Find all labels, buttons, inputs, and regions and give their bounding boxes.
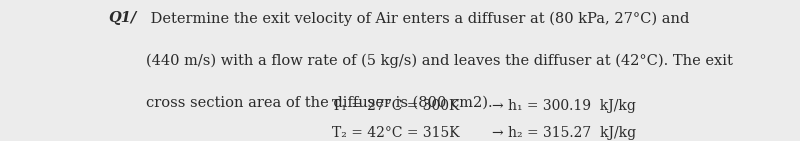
- Text: → h₁ = 300.19  kJ/kg: → h₁ = 300.19 kJ/kg: [492, 99, 636, 113]
- Text: cross section area of the diffuser is (800 cm2).: cross section area of the diffuser is (8…: [146, 96, 492, 110]
- Text: (440 m/s) with a flow rate of (5 kg/s) and leaves the diffuser at (42°C). The ex: (440 m/s) with a flow rate of (5 kg/s) a…: [146, 54, 733, 68]
- Text: Determine the exit velocity of Air enters a diffuser at (80 kPa, 27°C) and: Determine the exit velocity of Air enter…: [146, 11, 689, 26]
- Text: T₁ = 27°C = 300K: T₁ = 27°C = 300K: [332, 99, 459, 113]
- Text: T₂ = 42°C = 315K: T₂ = 42°C = 315K: [332, 126, 460, 140]
- Text: → h₂ = 315.27  kJ/kg: → h₂ = 315.27 kJ/kg: [492, 126, 636, 140]
- Text: Q1/: Q1/: [108, 11, 136, 25]
